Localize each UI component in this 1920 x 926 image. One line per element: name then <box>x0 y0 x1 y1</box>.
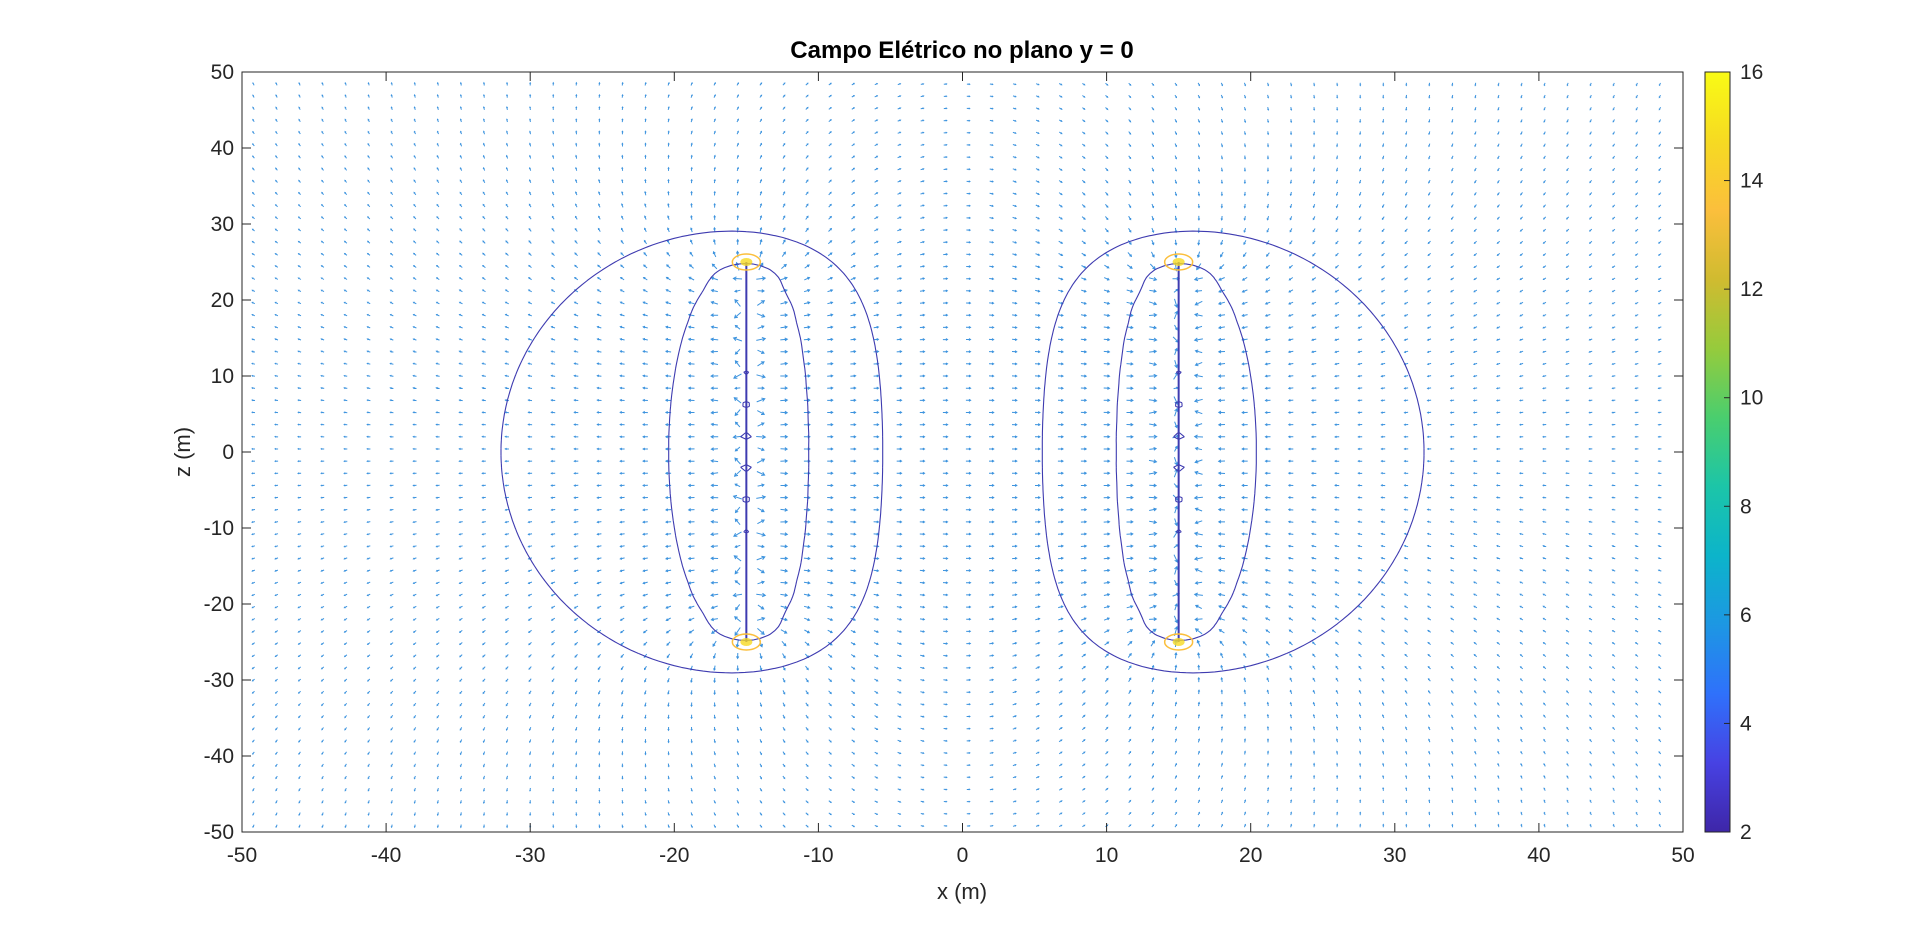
y-tick-label: -10 <box>204 517 234 540</box>
x-tick-label: 40 <box>1527 844 1550 867</box>
colorbar-tick-label: 8 <box>1740 495 1752 518</box>
y-tick-label: 50 <box>211 61 234 84</box>
y-tick-label: -20 <box>204 593 234 616</box>
y-axis-label: z (m) <box>170 427 195 477</box>
colorbar-tick-label: 14 <box>1740 170 1764 193</box>
rod-end-cap <box>1163 633 1194 651</box>
x-tick-label: 10 <box>1095 844 1118 867</box>
x-tick-label: -50 <box>227 844 257 867</box>
y-tick-label: -40 <box>204 745 234 768</box>
colorbar-tick-label: 4 <box>1740 712 1752 735</box>
colorbar-tick-label: 12 <box>1740 278 1763 301</box>
y-axis-ticks: -50 -40 -30 -20 -10 0 10 20 30 40 50 <box>204 61 1683 844</box>
colorbar-tick-label: 16 <box>1740 61 1763 84</box>
x-tick-label: 50 <box>1671 844 1694 867</box>
x-tick-label: 0 <box>957 844 969 867</box>
y-tick-label: 10 <box>211 365 234 388</box>
x-tick-label: -40 <box>371 844 401 867</box>
plot-area <box>242 72 1683 832</box>
x-axis-label: x (m) <box>937 879 987 904</box>
colorbar-tick-label: 10 <box>1740 387 1763 410</box>
x-tick-label: 20 <box>1239 844 1262 867</box>
x-tick-label: -30 <box>515 844 545 867</box>
vector-arrows <box>251 81 1662 829</box>
colorbar-ticks: 2 4 6 8 10 12 14 16 <box>1724 61 1764 844</box>
rod-end-hotspot <box>740 638 753 646</box>
y-tick-label: -30 <box>204 669 234 692</box>
colorbar-tick-label: 6 <box>1740 604 1752 627</box>
rod-end-hotspot <box>1172 258 1185 266</box>
colorbar <box>1704 71 1731 833</box>
y-tick-label: -50 <box>204 821 234 844</box>
rod-end-hotspot <box>1172 638 1185 646</box>
rod-end-hotspot <box>740 258 753 266</box>
colorbar-tick-label: 2 <box>1740 821 1752 844</box>
x-axis-ticks: -50 -40 -30 -20 -10 0 10 20 30 40 50 <box>227 72 1695 867</box>
x-tick-label: -10 <box>803 844 833 867</box>
y-tick-label: 40 <box>211 137 234 160</box>
contour-line <box>500 230 1425 674</box>
y-tick-label: 20 <box>211 289 234 312</box>
vector-field <box>251 81 1662 829</box>
charged-rods <box>731 253 1194 651</box>
y-tick-label: 0 <box>222 441 234 464</box>
y-tick-label: 30 <box>211 213 234 236</box>
rod-end-cap <box>731 253 762 271</box>
x-tick-label: 30 <box>1383 844 1406 867</box>
chart-title: Campo Elétrico no plano y = 0 <box>790 37 1133 64</box>
contour-line <box>668 263 1257 641</box>
rod-end-cap <box>1163 253 1194 271</box>
rod-end-cap <box>731 633 762 651</box>
x-tick-label: -20 <box>659 844 689 867</box>
